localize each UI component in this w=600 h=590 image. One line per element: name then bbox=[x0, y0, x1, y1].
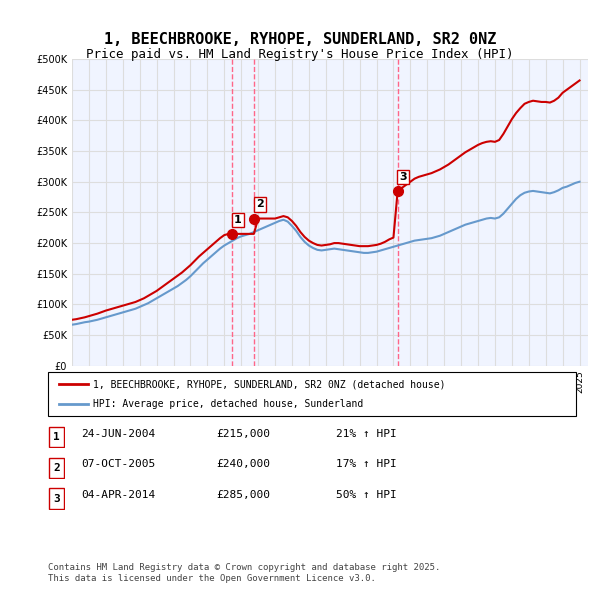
Text: 24-JUN-2004: 24-JUN-2004 bbox=[81, 429, 155, 438]
Text: Contains HM Land Registry data © Crown copyright and database right 2025.
This d: Contains HM Land Registry data © Crown c… bbox=[48, 563, 440, 583]
Text: £215,000: £215,000 bbox=[216, 429, 270, 438]
Text: 21% ↑ HPI: 21% ↑ HPI bbox=[336, 429, 397, 438]
Text: 2: 2 bbox=[53, 463, 60, 473]
Text: 2: 2 bbox=[256, 199, 263, 209]
Text: 17% ↑ HPI: 17% ↑ HPI bbox=[336, 460, 397, 469]
Text: £240,000: £240,000 bbox=[216, 460, 270, 469]
FancyBboxPatch shape bbox=[49, 489, 64, 509]
Text: 07-OCT-2005: 07-OCT-2005 bbox=[81, 460, 155, 469]
Text: 1: 1 bbox=[53, 432, 60, 442]
FancyBboxPatch shape bbox=[49, 427, 64, 447]
Text: 1, BEECHBROOKE, RYHOPE, SUNDERLAND, SR2 0NZ (detached house): 1, BEECHBROOKE, RYHOPE, SUNDERLAND, SR2 … bbox=[93, 379, 445, 389]
Text: 3: 3 bbox=[53, 494, 60, 503]
Text: HPI: Average price, detached house, Sunderland: HPI: Average price, detached house, Sund… bbox=[93, 399, 363, 408]
FancyBboxPatch shape bbox=[49, 458, 64, 478]
Text: £285,000: £285,000 bbox=[216, 490, 270, 500]
Text: Price paid vs. HM Land Registry's House Price Index (HPI): Price paid vs. HM Land Registry's House … bbox=[86, 48, 514, 61]
Text: 1: 1 bbox=[234, 215, 242, 225]
Text: 3: 3 bbox=[400, 172, 407, 182]
Text: 04-APR-2014: 04-APR-2014 bbox=[81, 490, 155, 500]
Text: 1, BEECHBROOKE, RYHOPE, SUNDERLAND, SR2 0NZ: 1, BEECHBROOKE, RYHOPE, SUNDERLAND, SR2 … bbox=[104, 32, 496, 47]
Text: 50% ↑ HPI: 50% ↑ HPI bbox=[336, 490, 397, 500]
FancyBboxPatch shape bbox=[48, 372, 576, 416]
